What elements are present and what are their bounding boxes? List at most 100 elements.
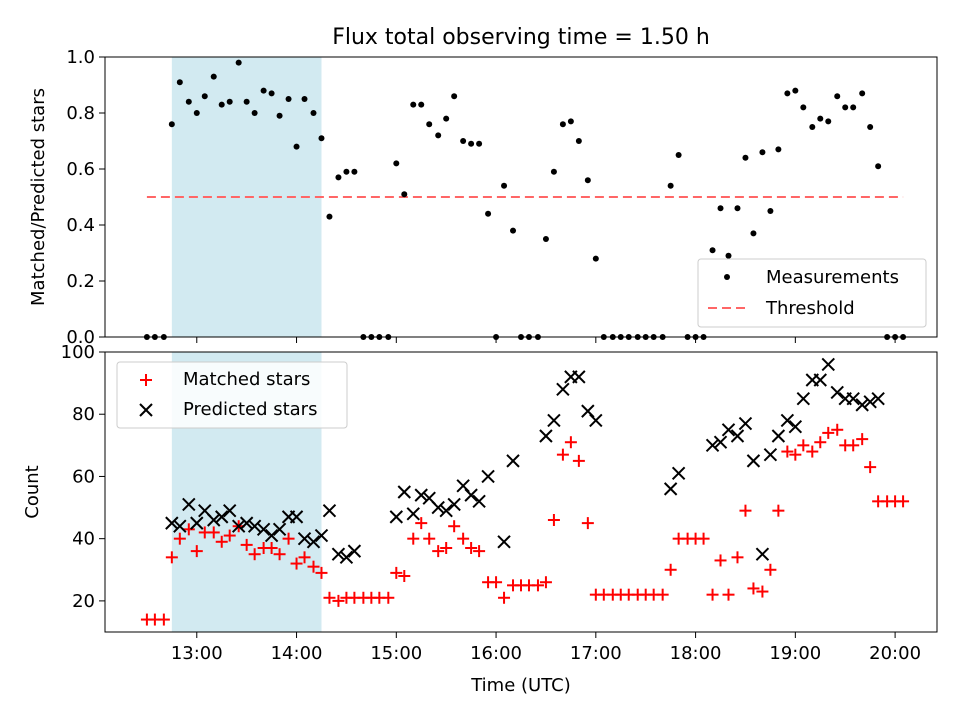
x-tick-label: 18:00 xyxy=(670,643,722,664)
matched-star-point xyxy=(465,542,478,554)
matched-star-point xyxy=(656,588,669,601)
predicted-star-point xyxy=(239,516,254,530)
matched-star-point xyxy=(789,448,802,461)
matched-star-point xyxy=(432,545,445,558)
measurement-point xyxy=(210,73,217,80)
matched-star-point xyxy=(382,591,395,604)
x-tick-label: 16:00 xyxy=(470,643,522,664)
measurement-point xyxy=(834,93,841,100)
matched-star-point xyxy=(207,526,220,539)
measurement-point xyxy=(717,205,724,212)
matched-star-point xyxy=(173,532,186,545)
matched-star-point xyxy=(423,532,436,545)
measurement-point xyxy=(501,182,508,189)
predicted-star-point xyxy=(222,503,237,518)
measurement-point xyxy=(825,118,832,125)
predicted-star-point xyxy=(347,544,362,558)
matched-star-point xyxy=(273,548,286,561)
measurement-point xyxy=(725,252,732,259)
predicted-star-point xyxy=(788,419,803,434)
predicted-star-point xyxy=(331,547,346,561)
x-axis-label: Time (UTC) xyxy=(470,675,571,696)
matched-star-point xyxy=(165,551,178,564)
y-tick-label: 100 xyxy=(61,342,95,363)
measurement-point xyxy=(218,101,225,108)
measurement-point xyxy=(775,146,782,153)
matched-star-point xyxy=(265,542,278,554)
measurement-point xyxy=(759,149,766,156)
matched-star-point xyxy=(731,551,744,564)
predicted-star-point xyxy=(813,373,827,387)
measurement-point xyxy=(185,98,192,105)
measurement-point xyxy=(575,138,582,144)
measurement-point xyxy=(792,87,799,94)
predicted-star-point xyxy=(863,395,877,409)
matched-star-point xyxy=(706,588,719,601)
legend-matched-plus xyxy=(140,374,152,386)
predicted-star-point xyxy=(264,528,279,543)
predicted-star-point xyxy=(589,413,603,428)
predicted-star-point xyxy=(472,494,486,509)
matched-star-point xyxy=(806,445,819,458)
predicted-star-point xyxy=(406,507,420,521)
measurement-point xyxy=(850,104,857,111)
predicted-star-point xyxy=(855,398,869,412)
predicted-star-point xyxy=(830,385,844,400)
predicted-star-point xyxy=(389,510,404,524)
measurement-point xyxy=(550,168,557,175)
measurement-point xyxy=(276,112,283,119)
predicted-star-point xyxy=(771,429,786,443)
measurement-point xyxy=(201,93,208,100)
measurement-point xyxy=(784,90,791,97)
measurement-point xyxy=(235,59,242,66)
matched-star-point xyxy=(473,545,486,558)
measurement-point xyxy=(401,191,408,198)
predicted-star-point xyxy=(289,510,304,524)
measurement-point xyxy=(742,154,749,161)
predicted-star-point xyxy=(431,500,445,515)
matched-star-point xyxy=(282,532,295,545)
matched-star-point xyxy=(722,588,735,601)
predicted-star-point xyxy=(322,503,337,518)
matched-star-point xyxy=(831,423,844,436)
measurement-point xyxy=(351,168,358,175)
matched-star-point xyxy=(407,532,420,545)
y-tick-label: 20 xyxy=(72,591,95,612)
measurement-point xyxy=(734,205,741,212)
matched-star-point xyxy=(747,582,760,595)
x-tick-label: 15:00 xyxy=(370,643,422,664)
predicted-star-point xyxy=(339,550,354,565)
predicted-star-point xyxy=(730,429,745,443)
measurement-point xyxy=(800,104,807,111)
matched-star-point xyxy=(814,436,827,449)
legend-matched-marker xyxy=(140,374,152,386)
matched-star-point xyxy=(547,514,560,526)
matched-star-point xyxy=(781,445,794,458)
matched-star-point xyxy=(539,576,552,589)
matched-star-point xyxy=(448,520,461,533)
bottom-y-axis-label: Count xyxy=(22,465,43,518)
matched-star-point xyxy=(440,542,453,554)
y-tick-label: 1.0 xyxy=(66,47,95,68)
measurement-point xyxy=(293,143,300,150)
measurement-point xyxy=(243,98,250,105)
top-legend: Measurements Threshold xyxy=(697,258,927,328)
y-tick-label: 0.6 xyxy=(66,159,95,180)
predicted-star-point xyxy=(846,391,860,406)
predicted-star-point xyxy=(464,488,478,502)
legend-predicted-marker xyxy=(139,403,153,417)
measurement-point xyxy=(592,255,599,262)
predicted-star-point xyxy=(705,438,720,453)
matched-star-point xyxy=(856,433,869,446)
measurement-point xyxy=(410,101,417,108)
measurement-point xyxy=(268,90,275,97)
matched-star-point xyxy=(290,557,303,570)
matched-star-point xyxy=(572,454,585,467)
measurement-point xyxy=(435,132,442,139)
measurement-point xyxy=(301,96,308,102)
predicted-star-point xyxy=(755,547,770,561)
measurement-point xyxy=(842,104,849,111)
matched-star-point xyxy=(157,613,170,626)
predicted-star-point xyxy=(671,466,686,481)
predicted-star-point xyxy=(746,454,761,468)
